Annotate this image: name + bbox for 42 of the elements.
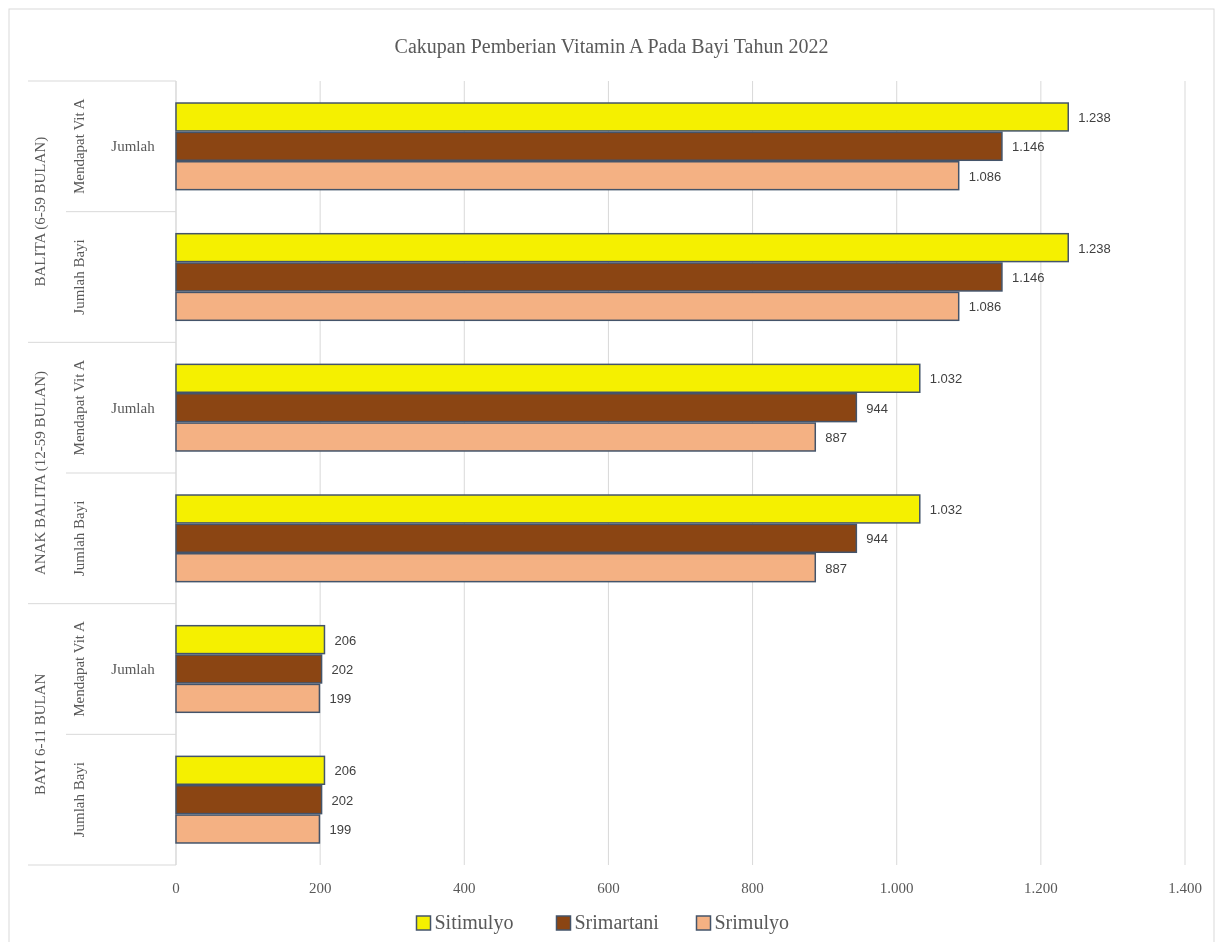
y-tick-label: Mendapat Vit A <box>71 621 87 717</box>
legend-label: Sitimulyo <box>434 911 514 934</box>
data-label: 199 <box>329 822 352 838</box>
data-label: 887 <box>825 560 847 576</box>
y-tick-label: Jumlah Bayi <box>71 239 87 315</box>
x-tick-label: 400 <box>453 880 476 896</box>
data-label: 206 <box>334 632 357 648</box>
data-label: 1.032 <box>929 501 963 517</box>
text: Jumlah <box>111 138 156 155</box>
data-label: 1.032 <box>929 371 963 387</box>
data-label: 1.146 <box>1011 139 1045 155</box>
x-tick-label: 1.400 <box>1168 880 1202 896</box>
data-label: 1.086 <box>968 299 1002 315</box>
data-label: 1.146 <box>1011 270 1045 285</box>
chart-title: Cakupan Pemberian Vitamin A Pada Bayi Tahun 2022 <box>394 35 829 58</box>
data-label: 199 <box>329 691 352 707</box>
text: Jumlah <box>111 399 156 416</box>
x-tick-label: 600 <box>597 880 620 896</box>
data-label: 1.238 <box>1078 240 1111 256</box>
data-label: 202 <box>331 792 354 808</box>
text: Jumlah <box>111 661 156 677</box>
x-tick-label: 0 <box>172 880 180 896</box>
data-label: 1.238 <box>1078 109 1111 125</box>
data-label: 887 <box>825 430 847 446</box>
x-tick-label: 1.200 <box>1023 880 1058 896</box>
y-tick-label: Jumlah Bayi <box>71 500 87 577</box>
x-tick-label: 1.000 <box>879 880 914 896</box>
data-label: 1.086 <box>968 168 1002 184</box>
x-tick-label: 200 <box>308 880 332 896</box>
y-tick-label: Jumlah Bayi <box>71 761 87 838</box>
y-tick-label: Mendapat Vit A <box>71 98 87 195</box>
text: BALITA (6-59 BULAN) <box>32 136 49 287</box>
data-label: 944 <box>866 400 889 416</box>
x-tick-label: 800 <box>741 880 764 896</box>
y-tick-label: Mendapat Vit A <box>71 359 87 456</box>
text: ANAK BALITA (12-59 BULAN) <box>32 370 49 576</box>
legend-label: Srimartani <box>574 911 660 933</box>
text: BAYI 6-11 BULAN <box>32 673 48 796</box>
data-label: 206 <box>334 763 357 779</box>
data-label: 944 <box>866 531 889 547</box>
legend-label: Srimulyo <box>714 911 789 934</box>
data-label: 202 <box>331 662 354 677</box>
